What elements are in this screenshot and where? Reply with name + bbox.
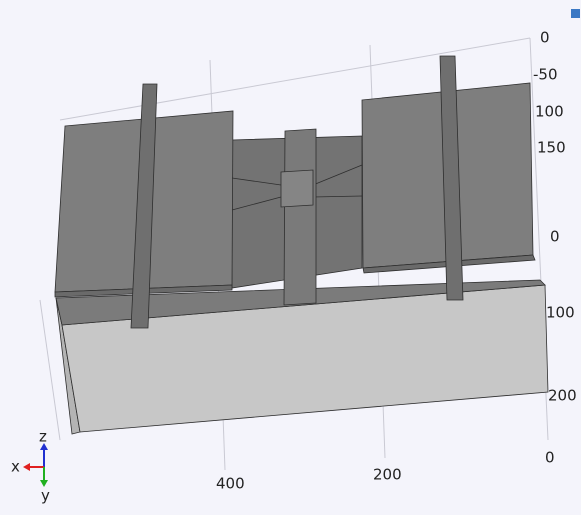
axis-label: 0 — [540, 29, 550, 47]
triad-label: y — [41, 487, 50, 505]
geometry-view: 0 -50 100 150 0 100 200 0 200 400 z x y — [0, 0, 581, 515]
axis-label: 0 — [550, 228, 560, 246]
page: 0 -50 100 150 0 100 200 0 200 400 z x y … — [0, 0, 581, 515]
center-pad — [281, 170, 313, 207]
axis-label: 100 — [535, 103, 564, 121]
view-icon[interactable] — [571, 9, 580, 18]
axis-label: 400 — [216, 475, 245, 493]
axis-label: 150 — [537, 139, 566, 157]
axis-label: 200 — [548, 387, 577, 405]
axis-label: -50 — [533, 66, 558, 84]
axis-label: 200 — [373, 466, 402, 484]
triad-label: x — [11, 458, 20, 476]
axis-label: 100 — [546, 304, 575, 322]
triad-label: z — [39, 428, 47, 446]
center-bar — [284, 129, 316, 305]
axis-label: 0 — [545, 449, 555, 467]
